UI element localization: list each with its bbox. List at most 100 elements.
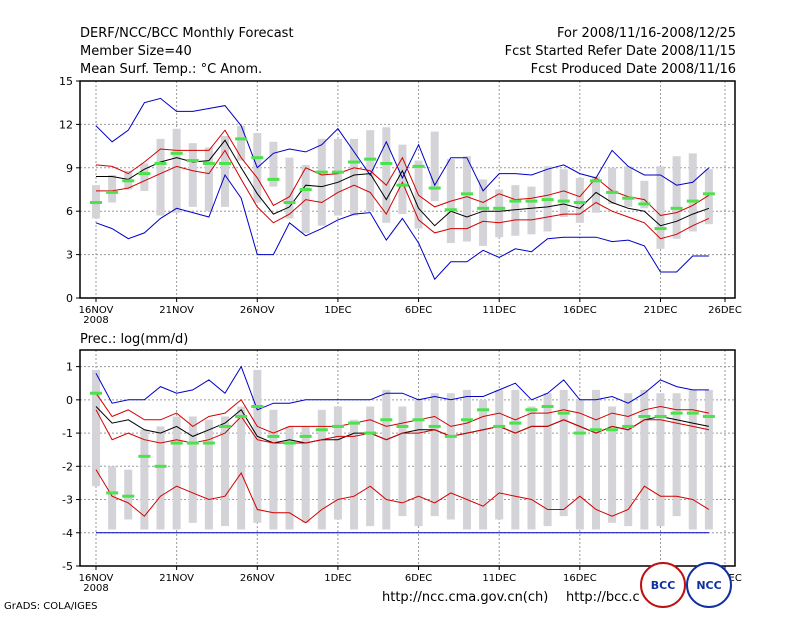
prec-xtick-label-0: 16NOV bbox=[79, 573, 114, 584]
prec-median-16 bbox=[348, 421, 361, 425]
prec-median-8 bbox=[219, 424, 232, 428]
forecast-start-date: Fcst Started Refer Date 2008/11/15 bbox=[504, 44, 736, 59]
temp-median-19 bbox=[396, 183, 409, 187]
prec-box-14 bbox=[317, 409, 326, 530]
temp-median-33 bbox=[622, 196, 635, 200]
temp-box-14 bbox=[317, 138, 326, 226]
temp-ytick-label-0: 0 bbox=[66, 292, 73, 305]
prec-box-7 bbox=[204, 419, 213, 530]
temp-median-34 bbox=[638, 202, 651, 206]
temp-box-30 bbox=[575, 177, 584, 223]
temp-median-6 bbox=[186, 159, 199, 163]
temp-median-30 bbox=[573, 201, 586, 205]
prec-ytick-label-4: -1 bbox=[62, 427, 73, 440]
prec-box-36 bbox=[672, 393, 681, 517]
temp-median-18 bbox=[380, 161, 393, 165]
bcc-url-link[interactable]: http://bcc.c bbox=[566, 590, 640, 605]
prec-box-20 bbox=[414, 399, 423, 527]
temp-median-24 bbox=[477, 206, 490, 210]
temp-median-16 bbox=[348, 160, 361, 164]
temp-box-34 bbox=[640, 180, 649, 209]
prec-box-21 bbox=[430, 393, 439, 517]
prec-box-22 bbox=[446, 393, 455, 520]
temp-xtick-label-7: 21DEC bbox=[644, 305, 678, 316]
prec-box-6 bbox=[188, 416, 197, 523]
temp-xtick-label-5: 11DEC bbox=[482, 305, 516, 316]
prec-box-26 bbox=[511, 389, 520, 530]
prec-box-32 bbox=[608, 406, 617, 523]
temp-median-27 bbox=[525, 199, 538, 203]
temp-box-8 bbox=[221, 135, 230, 207]
prec-median-26 bbox=[509, 421, 522, 425]
prec-median-10 bbox=[251, 404, 264, 408]
temp-ytick-label-3: 9 bbox=[66, 162, 73, 175]
temp-series-mean-1-std bbox=[95, 129, 710, 217]
prec-box-10 bbox=[253, 369, 262, 523]
prec-median-18 bbox=[380, 418, 393, 422]
prec-ytick-label-2: -3 bbox=[62, 494, 73, 507]
temp-xtick-label-4: 6DEC bbox=[405, 305, 432, 316]
prec-box-37 bbox=[688, 389, 697, 530]
prec-median-17 bbox=[364, 431, 377, 435]
temp-median-36 bbox=[670, 206, 683, 210]
temp-series-mean-1-std bbox=[96, 149, 710, 240]
prec-box-9 bbox=[237, 406, 246, 530]
prec-box-34 bbox=[640, 389, 649, 530]
temp-ytick-label-1: 3 bbox=[66, 249, 73, 262]
temp-series-ensemble-max bbox=[95, 97, 710, 192]
temp-plot-frame bbox=[79, 80, 736, 299]
temp-median-2 bbox=[122, 179, 135, 183]
temp-box-29 bbox=[559, 169, 568, 217]
temp-box-15 bbox=[333, 138, 342, 216]
temp-box-24 bbox=[479, 179, 488, 246]
temp-xtick-label-0: 16NOV bbox=[79, 305, 114, 316]
ncc-logo-text: NCC bbox=[696, 578, 722, 592]
temp-box-19 bbox=[398, 144, 407, 215]
prec-box-11 bbox=[269, 409, 278, 530]
forecast-period: For 2008/11/16-2008/12/25 bbox=[557, 26, 736, 41]
temp-box-1 bbox=[108, 175, 117, 203]
ncc-url-link[interactable]: http://ncc.cma.gov.cn(ch) bbox=[382, 590, 549, 605]
prec-median-3 bbox=[138, 454, 151, 458]
temp-median-8 bbox=[219, 161, 232, 165]
temp-median-15 bbox=[331, 170, 344, 174]
prec-median-34 bbox=[638, 414, 651, 418]
prec-box-38 bbox=[704, 389, 713, 530]
temp-median-9 bbox=[235, 137, 248, 141]
prec-median-2 bbox=[122, 494, 135, 498]
temp-box-35 bbox=[656, 166, 665, 249]
prec-series-mean-2-std bbox=[95, 469, 710, 524]
temp-median-1 bbox=[106, 190, 119, 194]
prec-median-36 bbox=[670, 411, 683, 415]
prec-median-14 bbox=[315, 428, 328, 432]
prec-median-33 bbox=[622, 424, 635, 428]
temp-ytick-label-4: 12 bbox=[59, 118, 73, 131]
temp-box-6 bbox=[188, 143, 197, 207]
prec-ytick-label-6: 1 bbox=[66, 361, 73, 374]
temp-series-ensemble-min bbox=[95, 173, 709, 281]
temp-box-18 bbox=[382, 127, 391, 223]
precipitation-panel-title: Prec.: log(mm/d) bbox=[80, 332, 189, 347]
temp-ytick-label-5: 15 bbox=[59, 75, 73, 88]
prec-xtick-label-6: 16DEC bbox=[563, 573, 597, 584]
prec-median-1 bbox=[106, 491, 119, 495]
temp-box-37 bbox=[688, 153, 697, 232]
temp-xtick-label-2: 26NOV bbox=[240, 305, 275, 316]
prec-ytick-label-1: -4 bbox=[62, 527, 73, 540]
temp-median-26 bbox=[509, 199, 522, 203]
temperature-panel-title: Mean Surf. Temp.: °C Anom. bbox=[80, 62, 263, 77]
prec-median-38 bbox=[702, 414, 715, 418]
prec-xtick-sublabel-0: 2008 bbox=[83, 583, 108, 594]
temp-median-29 bbox=[557, 199, 570, 203]
temp-box-36 bbox=[672, 156, 681, 239]
prec-median-30 bbox=[573, 431, 586, 435]
prec-box-31 bbox=[591, 389, 600, 530]
prec-median-13 bbox=[299, 434, 312, 438]
temp-median-21 bbox=[428, 186, 441, 190]
prec-box-13 bbox=[301, 426, 310, 523]
prec-ytick-label-3: -2 bbox=[62, 460, 73, 473]
temp-median-7 bbox=[202, 161, 215, 165]
temp-median-4 bbox=[154, 161, 167, 165]
prec-median-23 bbox=[460, 418, 473, 422]
prec-median-12 bbox=[283, 441, 296, 445]
